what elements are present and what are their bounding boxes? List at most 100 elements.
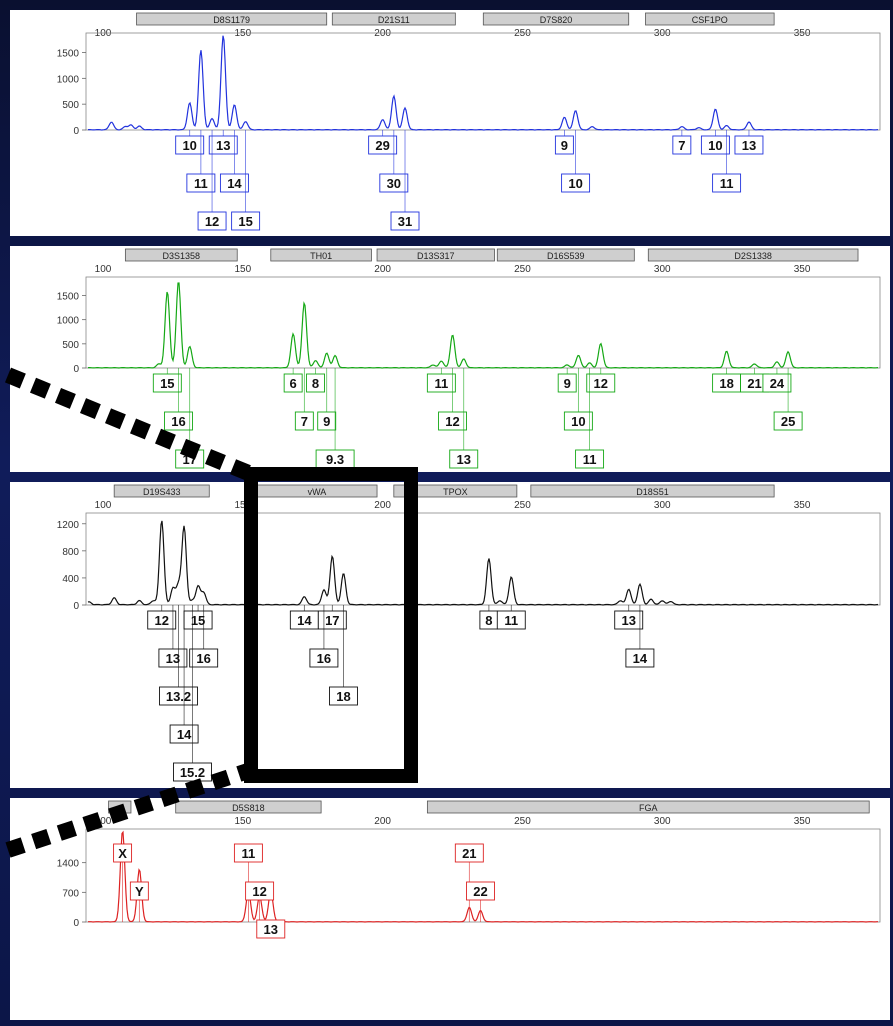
allele-label: 24 [770,376,785,391]
allele-box [317,411,337,431]
allele-box [309,648,339,668]
x-tick-label: 300 [654,28,671,39]
y-tick-label: 0 [73,364,79,375]
y-tick-label: 500 [62,100,79,111]
allele-label: 7 [678,138,685,153]
allele-label: 31 [398,214,412,229]
allele-box [283,373,303,393]
y-tick-label: 1400 [57,859,80,870]
x-tick-label: 300 [654,816,671,827]
allele-label: 8 [312,376,319,391]
x-tick-label: 300 [654,500,671,511]
y-tick-label: 700 [62,888,79,899]
locus-bar [482,12,630,26]
x-tick-label: 200 [374,816,391,827]
allele-label: 14 [297,613,312,628]
allele-box [496,610,526,630]
allele-label: 10 [708,138,722,153]
allele-box [113,843,133,863]
allele-label: 15 [191,613,205,628]
allele-label: 17 [325,613,339,628]
allele-box [219,173,249,193]
allele-box [317,610,347,630]
allele-box [379,173,409,193]
allele-box [614,610,644,630]
allele-label: 6 [290,376,297,391]
allele-label: 11 [720,176,734,191]
locus-bar [645,12,775,26]
allele-label: 21 [462,846,476,861]
x-tick-label: 200 [374,28,391,39]
panel-red: D5S818 FGA 100 150 200 250 300 350 1400 700 0 X Y 11 1… [10,798,890,1020]
allele-label: 15 [160,376,174,391]
allele-label: 11 [194,176,208,191]
allele-box [294,411,314,431]
allele-label: 13 [456,452,470,467]
plot-frame [85,828,881,923]
callout-dash-upper [4,367,255,482]
allele-label: 11 [434,376,448,391]
trace-line [87,520,879,606]
allele-label: 16 [317,651,331,666]
allele-label: 14 [633,651,648,666]
x-tick-label: 350 [794,28,811,39]
allele-box [129,881,149,901]
allele-label: 10 [568,176,582,191]
x-tick-label: 200 [374,500,391,511]
locus-label: D5S818 [232,803,265,813]
y-tick-label: 1500 [57,292,80,303]
locus-label: D8S1179 [213,15,250,25]
allele-label: 10 [571,414,585,429]
allele-box [561,173,591,193]
trace-line [88,282,879,369]
allele-label: 9 [561,138,568,153]
allele-box [152,373,182,393]
allele-box [231,211,261,231]
x-tick-label: 150 [234,500,251,511]
x-tick-label: 150 [234,28,251,39]
allele-label: 18 [336,689,350,704]
allele-box [158,648,188,668]
x-tick-label: 350 [794,816,811,827]
locus-bar [270,248,372,262]
locus-label: D19S433 [143,487,181,497]
allele-box [329,686,358,706]
y-tick-label: 1500 [57,49,80,60]
allele-label: 15.2 [180,765,205,780]
locus-label: TPOX [443,487,468,497]
panel-background [10,246,890,472]
vwa-callout-overlay [4,367,418,858]
allele-label: 12 [594,376,608,391]
x-tick-label: 200 [374,264,391,275]
allele-box [147,610,177,630]
allele-label: 13 [621,613,635,628]
locus-label: D21S11 [378,15,410,25]
callout-dash-lower [5,762,254,858]
allele-box [208,135,238,155]
locus-bar [124,248,238,262]
allele-label: 11 [504,613,518,628]
allele-label: 8 [485,613,492,628]
allele-box [368,135,398,155]
allele-box [557,373,577,393]
x-tick-label: 100 [95,500,112,511]
allele-box [575,449,605,469]
y-tick-label: 1000 [57,316,80,327]
allele-label: 16 [171,414,185,429]
allele-box [233,843,263,863]
allele-label: 12 [445,414,459,429]
allele-label: 13 [264,922,278,937]
locus-bar [331,12,456,26]
locus-bar [376,248,495,262]
x-tick-label: 150 [234,264,251,275]
locus-label: D18S51 [636,487,669,497]
allele-label: X [118,846,127,861]
allele-label: 30 [387,176,401,191]
y-tick-label: 0 [73,918,79,929]
allele-box [762,373,792,393]
x-tick-label: 250 [514,816,531,827]
allele-label: 9 [564,376,571,391]
allele-box [454,843,484,863]
